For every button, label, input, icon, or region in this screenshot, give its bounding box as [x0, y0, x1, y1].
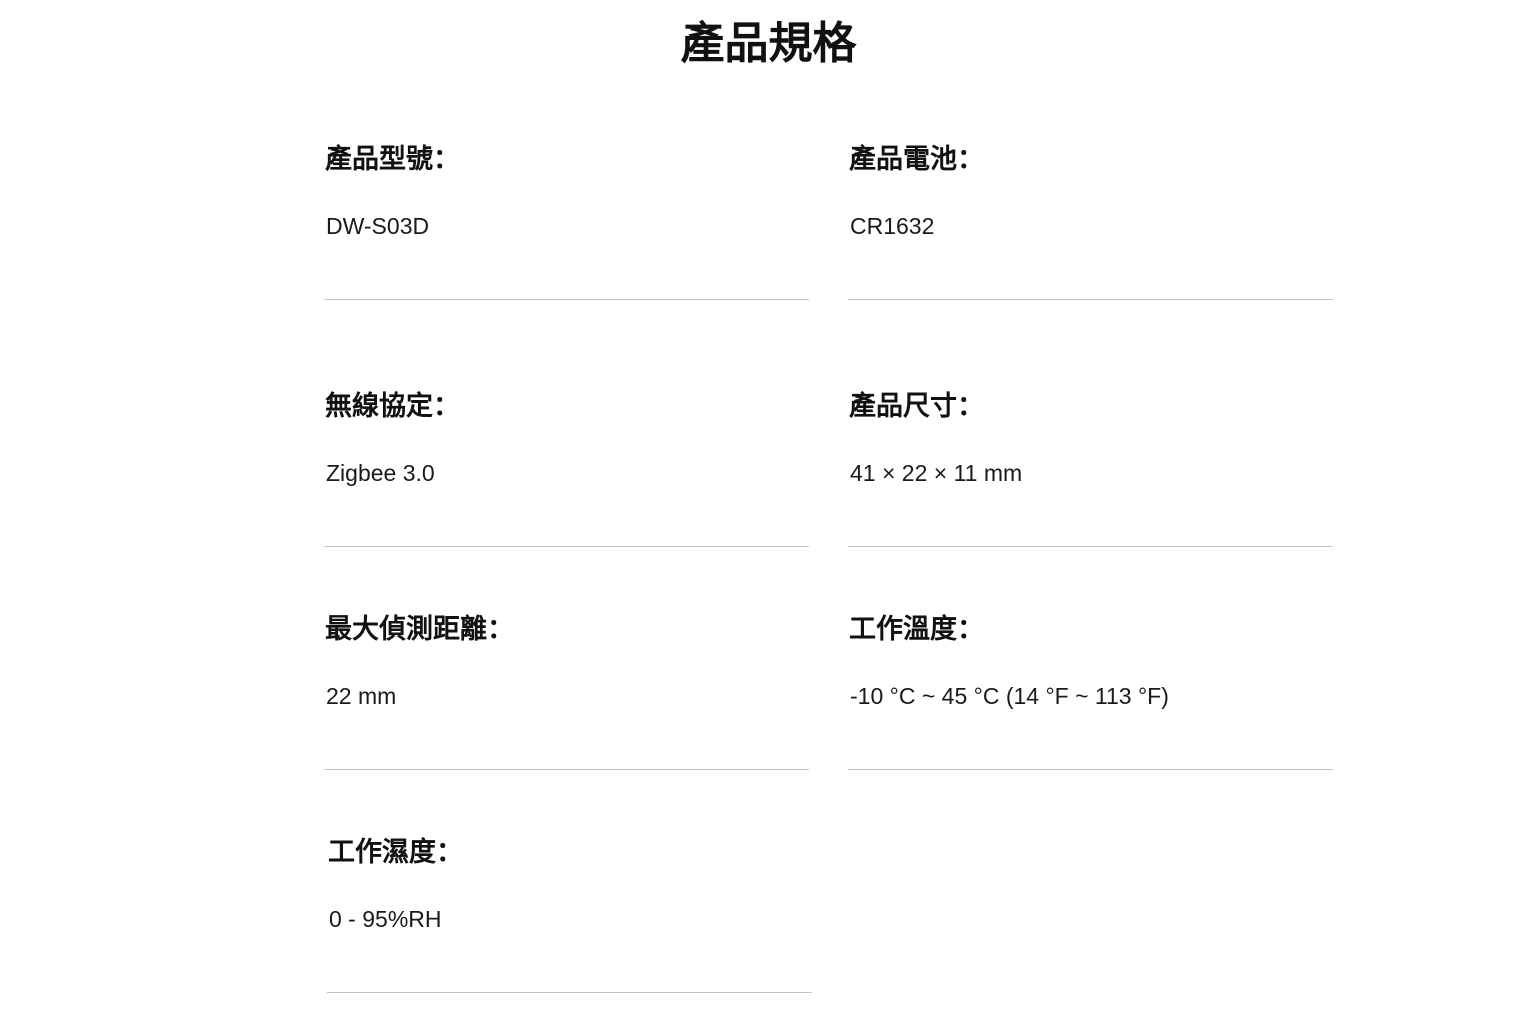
divider [848, 299, 1333, 300]
spec-value: -10 °C ~ 45 °C (14 °F ~ 113 °F) [850, 683, 1169, 709]
spec-value: CR1632 [850, 213, 935, 239]
spec-label: 產品電池： [849, 144, 984, 175]
divider [324, 299, 809, 300]
divider [848, 546, 1333, 547]
divider [327, 992, 812, 993]
page-title: 產品規格 [680, 18, 857, 69]
spec-label: 無線協定： [325, 391, 460, 422]
spec-value: 22 mm [326, 683, 397, 709]
spec-label: 工作溫度： [849, 614, 984, 645]
spec-value: Zigbee 3.0 [326, 460, 435, 486]
spec-label: 產品型號： [325, 144, 460, 175]
divider [848, 769, 1333, 770]
spec-value: 41 × 22 × 11 mm [850, 460, 1023, 486]
spec-label: 產品尺寸： [849, 391, 984, 422]
spec-label: 最大偵測距離： [325, 614, 514, 645]
spec-value: DW-S03D [326, 213, 430, 239]
spec-value: 0 - 95%RH [329, 906, 442, 932]
divider [324, 769, 809, 770]
divider [324, 546, 809, 547]
spec-label: 工作濕度： [328, 837, 463, 868]
